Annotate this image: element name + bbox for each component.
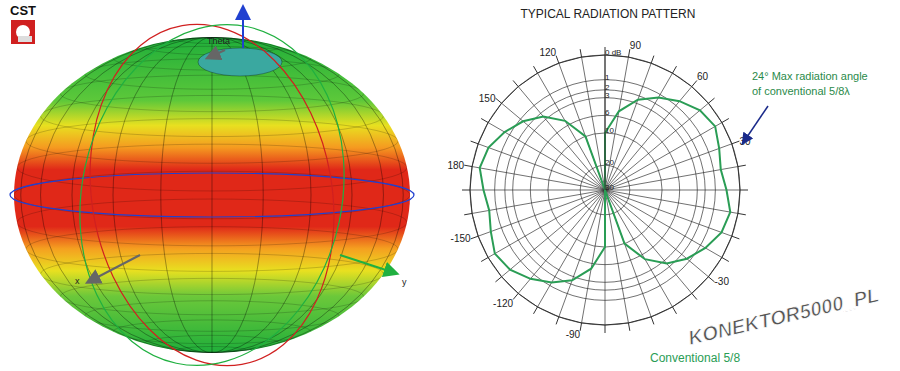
svg-text:y: y [402, 277, 407, 287]
svg-text:180: 180 [447, 160, 464, 171]
svg-text:-90: -90 [566, 329, 581, 340]
svg-text:CST: CST [10, 3, 36, 18]
svg-text:30: 30 [605, 183, 614, 192]
svg-text:-30: -30 [715, 276, 730, 287]
svg-text:60: 60 [697, 71, 709, 82]
svg-text:24° Max radiation angle: 24° Max radiation angle [752, 70, 868, 82]
svg-text:6: 6 [605, 108, 610, 117]
svg-text:KONEKTOR5000_PL: KONEKTOR5000_PL [686, 284, 881, 349]
svg-text:-120: -120 [493, 298, 513, 309]
svg-text:Theta: Theta [207, 36, 230, 46]
svg-text:3: 3 [605, 91, 610, 100]
svg-text:1: 1 [605, 73, 610, 82]
svg-text:30: 30 [739, 136, 751, 147]
svg-text:10: 10 [605, 126, 614, 135]
svg-text:0 dB: 0 dB [605, 48, 621, 57]
svg-text:TYPICAL RADIATION PATTERN: TYPICAL RADIATION PATTERN [521, 7, 696, 21]
svg-text:150: 150 [479, 93, 496, 104]
svg-text:-150: -150 [451, 233, 471, 244]
svg-text:x: x [75, 276, 80, 286]
svg-text:120: 120 [539, 47, 556, 58]
svg-text:Conventional 5/8: Conventional 5/8 [650, 351, 740, 365]
svg-text:2: 2 [605, 82, 610, 92]
svg-text:of conventional 5/8λ: of conventional 5/8λ [752, 85, 850, 97]
svg-text:20: 20 [605, 158, 614, 167]
svg-text:90: 90 [630, 40, 642, 51]
